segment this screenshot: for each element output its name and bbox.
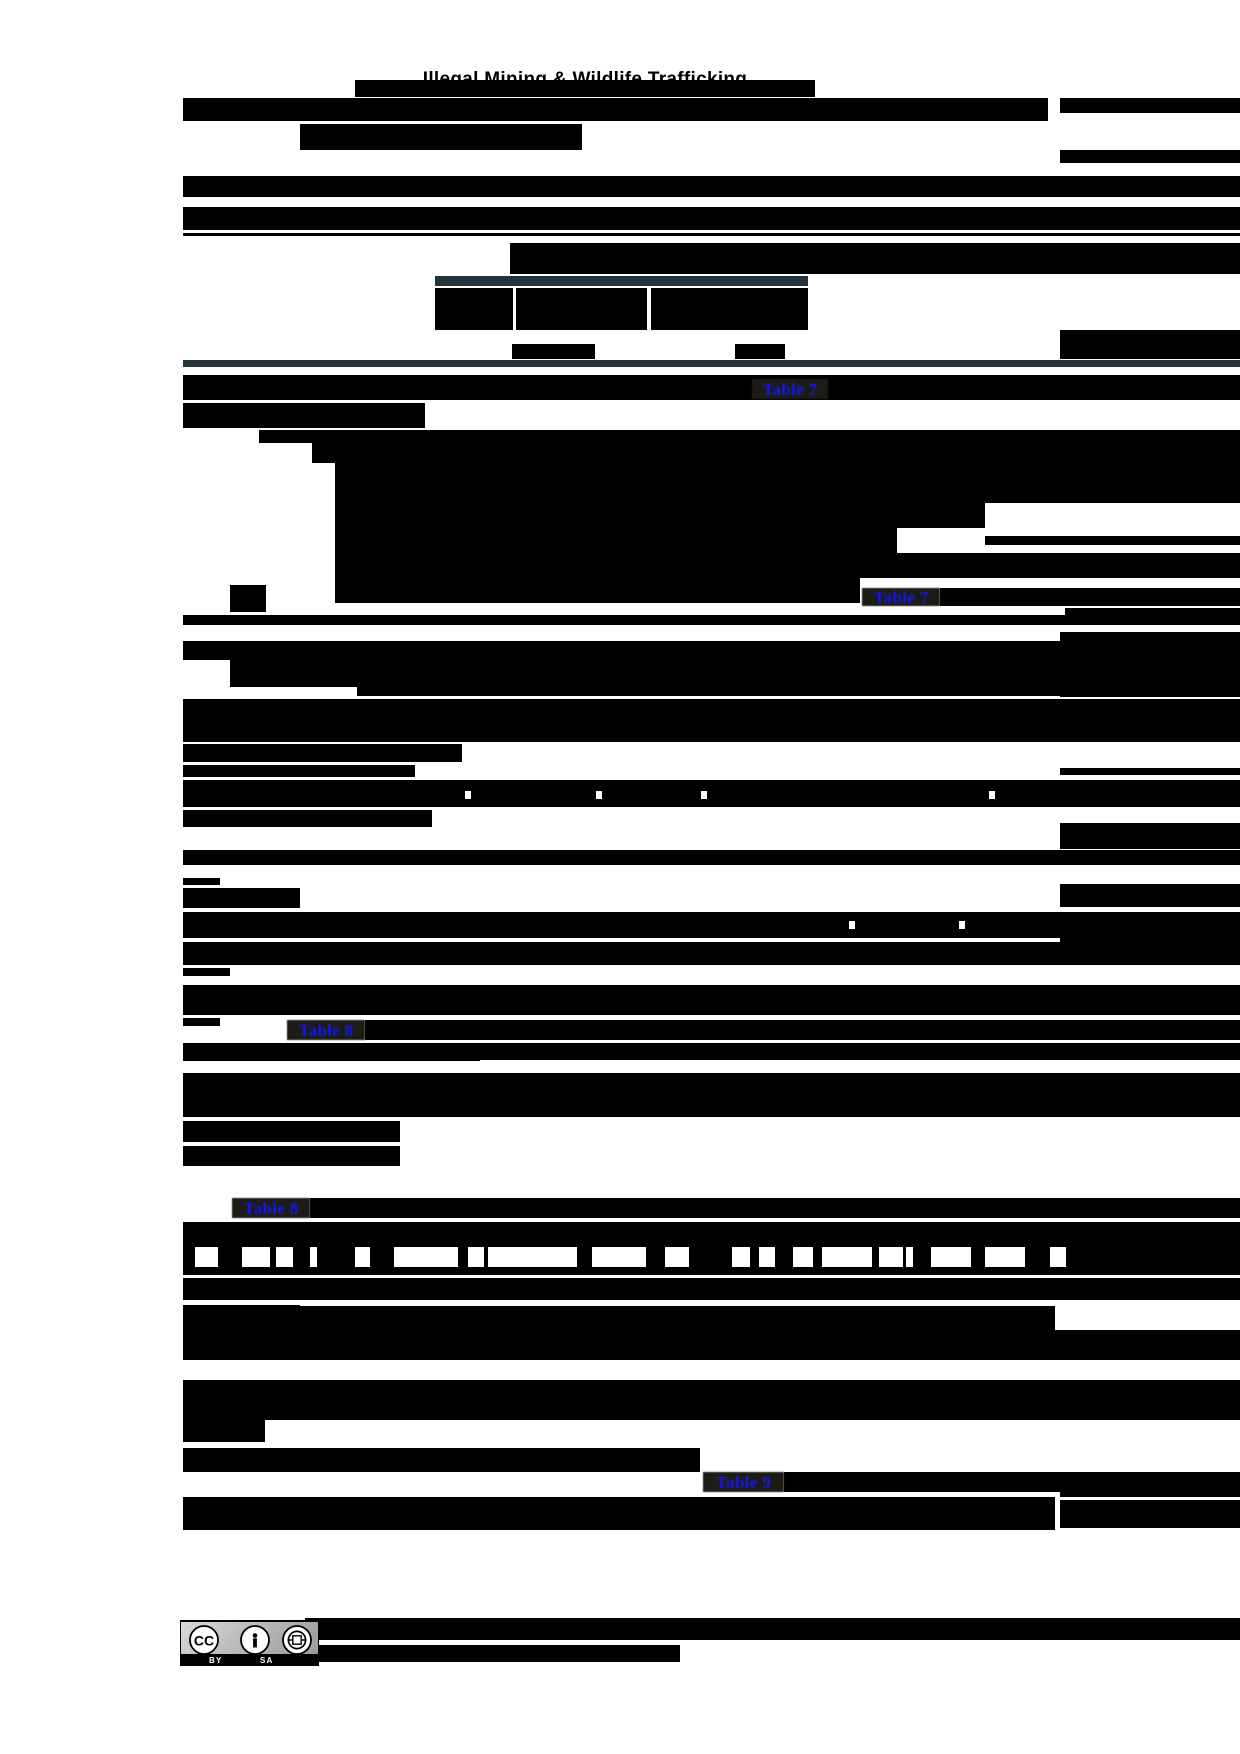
svg-text:CC: CC [194,1633,214,1649]
